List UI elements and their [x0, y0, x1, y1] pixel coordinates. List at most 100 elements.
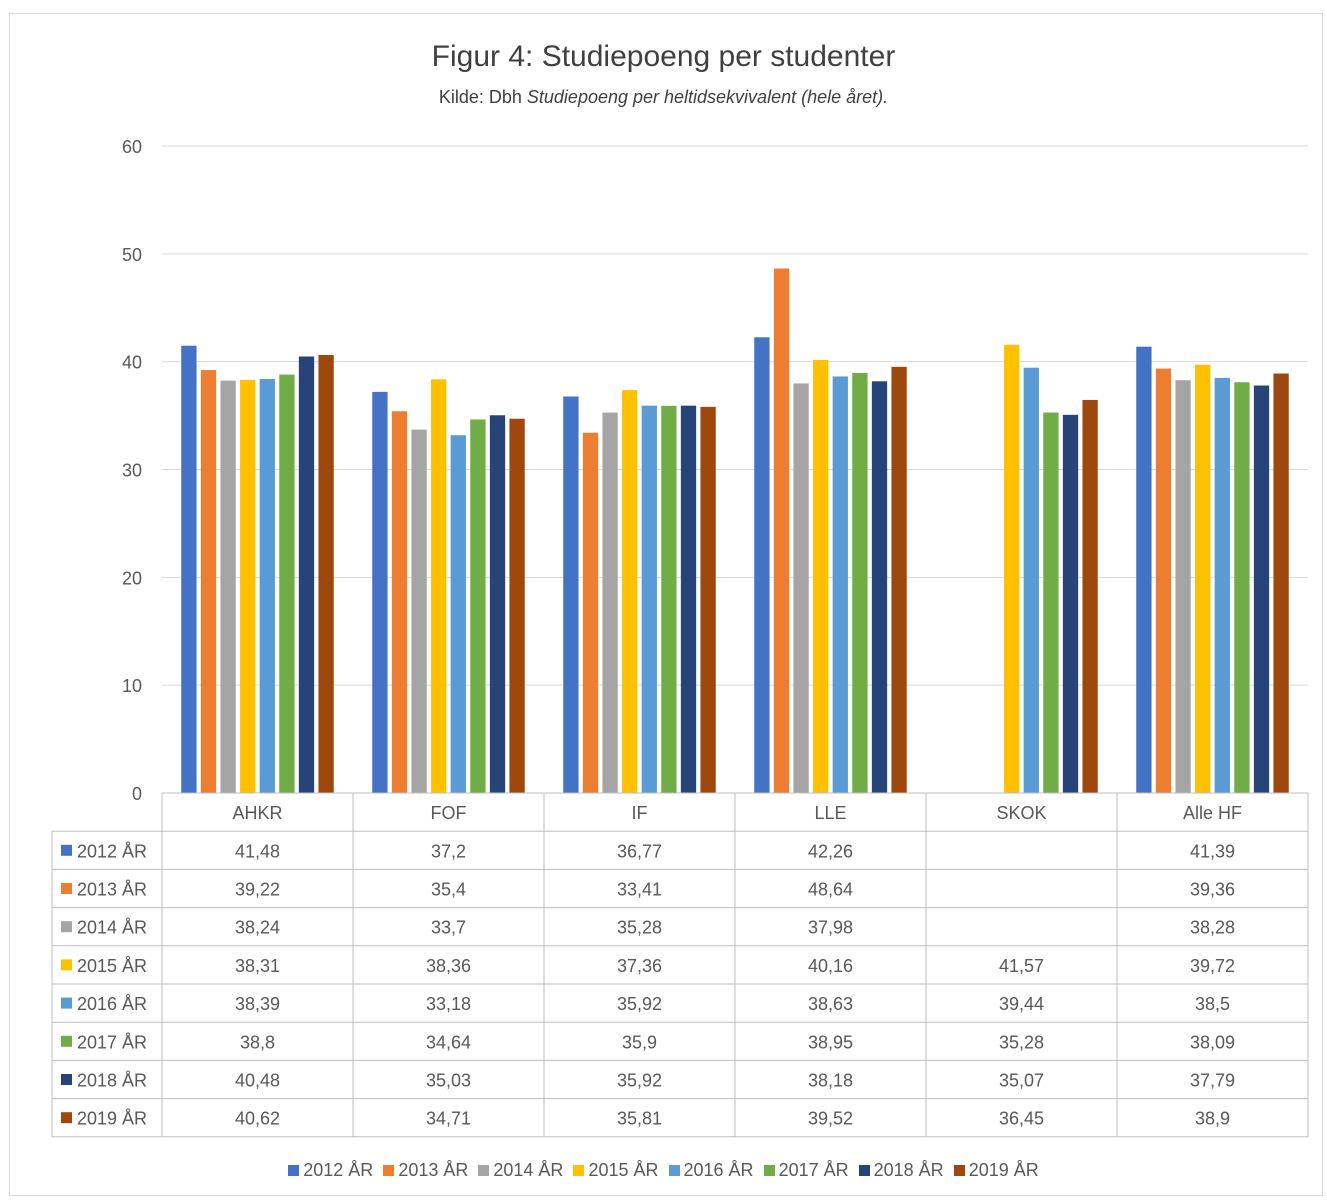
bar — [852, 372, 868, 793]
legend-swatch — [288, 1165, 300, 1176]
data-label: 35,92 — [617, 1071, 662, 1091]
bar — [1273, 373, 1289, 793]
legend-item: 2013 ÅR — [383, 1160, 468, 1181]
bar — [220, 380, 236, 793]
y-tick-label: 20 — [122, 568, 142, 588]
bar — [1253, 385, 1270, 793]
category-label: LLE — [814, 803, 846, 823]
bar — [641, 405, 657, 793]
data-label: 37,98 — [808, 918, 853, 938]
legend-swatch — [573, 1165, 585, 1176]
bar — [470, 419, 486, 793]
y-tick-label: 40 — [122, 353, 142, 373]
legend-swatch — [383, 1165, 395, 1176]
bar — [1195, 364, 1211, 793]
bar — [1082, 399, 1098, 793]
bar — [582, 432, 599, 793]
bar — [181, 345, 197, 793]
bar — [279, 374, 295, 793]
bar — [773, 268, 790, 793]
bar — [1136, 346, 1152, 793]
table-series-name: 2015 ÅR — [77, 956, 147, 976]
legend-item: 2014 ÅR — [478, 1160, 563, 1181]
table-series-key — [61, 959, 72, 971]
bar — [1155, 368, 1172, 793]
bar — [318, 354, 334, 793]
data-label: 36,77 — [617, 841, 662, 861]
y-tick-label: 30 — [122, 461, 142, 481]
subtitle-prefix: Kilde: Dbh — [438, 87, 527, 107]
legend-swatch — [953, 1165, 965, 1176]
legend-swatch — [763, 1165, 775, 1176]
legend-item: 2017 ÅR — [763, 1160, 849, 1181]
legend-label: 2014 ÅR — [493, 1160, 564, 1180]
bar — [1234, 382, 1250, 793]
data-label: 38,09 — [1190, 1032, 1235, 1052]
legend-label: 2015 ÅR — [588, 1160, 659, 1180]
data-label: 41,57 — [999, 956, 1044, 976]
data-label: 39,72 — [1190, 956, 1235, 976]
data-label: 38,8 — [240, 1032, 275, 1052]
data-label: 35,81 — [617, 1109, 662, 1129]
data-label: 48,64 — [808, 880, 853, 900]
data-label: 35,28 — [999, 1032, 1044, 1052]
table-series-name: 2017 ÅR — [77, 1032, 147, 1052]
table-series-name: 2013 ÅR — [77, 880, 147, 900]
data-label: 38,95 — [808, 1032, 853, 1052]
bar — [240, 379, 256, 793]
bar — [832, 376, 848, 793]
data-label: 38,63 — [808, 994, 853, 1014]
bar — [1214, 377, 1230, 793]
table-series-name: 2016 ÅR — [77, 994, 147, 1014]
legend-swatch — [668, 1165, 680, 1176]
category-label: AHKR — [232, 803, 282, 823]
bar — [372, 391, 388, 793]
data-label: 39,36 — [1190, 880, 1235, 900]
table-series-key — [61, 1074, 72, 1085]
y-tick-label: 0 — [132, 784, 142, 804]
bar — [563, 396, 579, 793]
data-label: 33,18 — [426, 994, 471, 1014]
table-series-name: 2012 ÅR — [77, 841, 147, 861]
data-label: 35,92 — [617, 994, 662, 1014]
bar — [391, 411, 408, 793]
table-series-key — [61, 921, 72, 933]
data-label: 37,79 — [1190, 1071, 1235, 1091]
data-label: 38,24 — [235, 918, 280, 938]
data-label: 40,16 — [808, 956, 853, 976]
data-label: 39,52 — [808, 1109, 853, 1129]
bar — [622, 390, 638, 793]
category-label: Alle HF — [1183, 803, 1242, 823]
data-label: 38,9 — [1195, 1109, 1230, 1129]
bar — [793, 383, 809, 793]
legend-item: 2015 ÅR — [573, 1160, 659, 1181]
data-label: 41,39 — [1190, 841, 1235, 861]
data-label: 41,48 — [235, 841, 280, 861]
data-label: 38,36 — [426, 956, 471, 976]
data-label: 34,64 — [426, 1032, 471, 1052]
data-label: 33,7 — [431, 918, 466, 938]
table-series-key — [61, 997, 72, 1009]
data-label: 42,26 — [808, 841, 853, 861]
bar — [1175, 380, 1191, 793]
legend-swatch — [858, 1165, 870, 1176]
bar — [509, 418, 525, 793]
subtitle-italic: Studiepoeng per heltidsekvivalent (hele … — [526, 87, 889, 107]
category-label: SKOK — [996, 803, 1046, 823]
category-label: FOF — [431, 803, 467, 823]
bar — [298, 356, 315, 793]
bar — [431, 379, 447, 793]
data-label: 36,45 — [999, 1109, 1044, 1129]
data-label: 38,28 — [1190, 918, 1235, 938]
y-tick-label: 50 — [122, 245, 142, 265]
legend-label: 2017 ÅR — [778, 1160, 849, 1180]
bar — [1062, 414, 1079, 793]
bar — [1043, 412, 1059, 793]
chart-legend: 2012 ÅR 2013 ÅR 2014 ÅR 2015 ÅR 2016 ÅR 2017 … — [0, 1160, 1327, 1181]
legend-item: 2018 ÅR — [858, 1160, 944, 1181]
legend-item: 2016 ÅR — [668, 1160, 754, 1181]
data-label: 37,36 — [617, 956, 662, 976]
table-series-key — [61, 844, 72, 856]
data-label: 40,48 — [235, 1071, 280, 1091]
